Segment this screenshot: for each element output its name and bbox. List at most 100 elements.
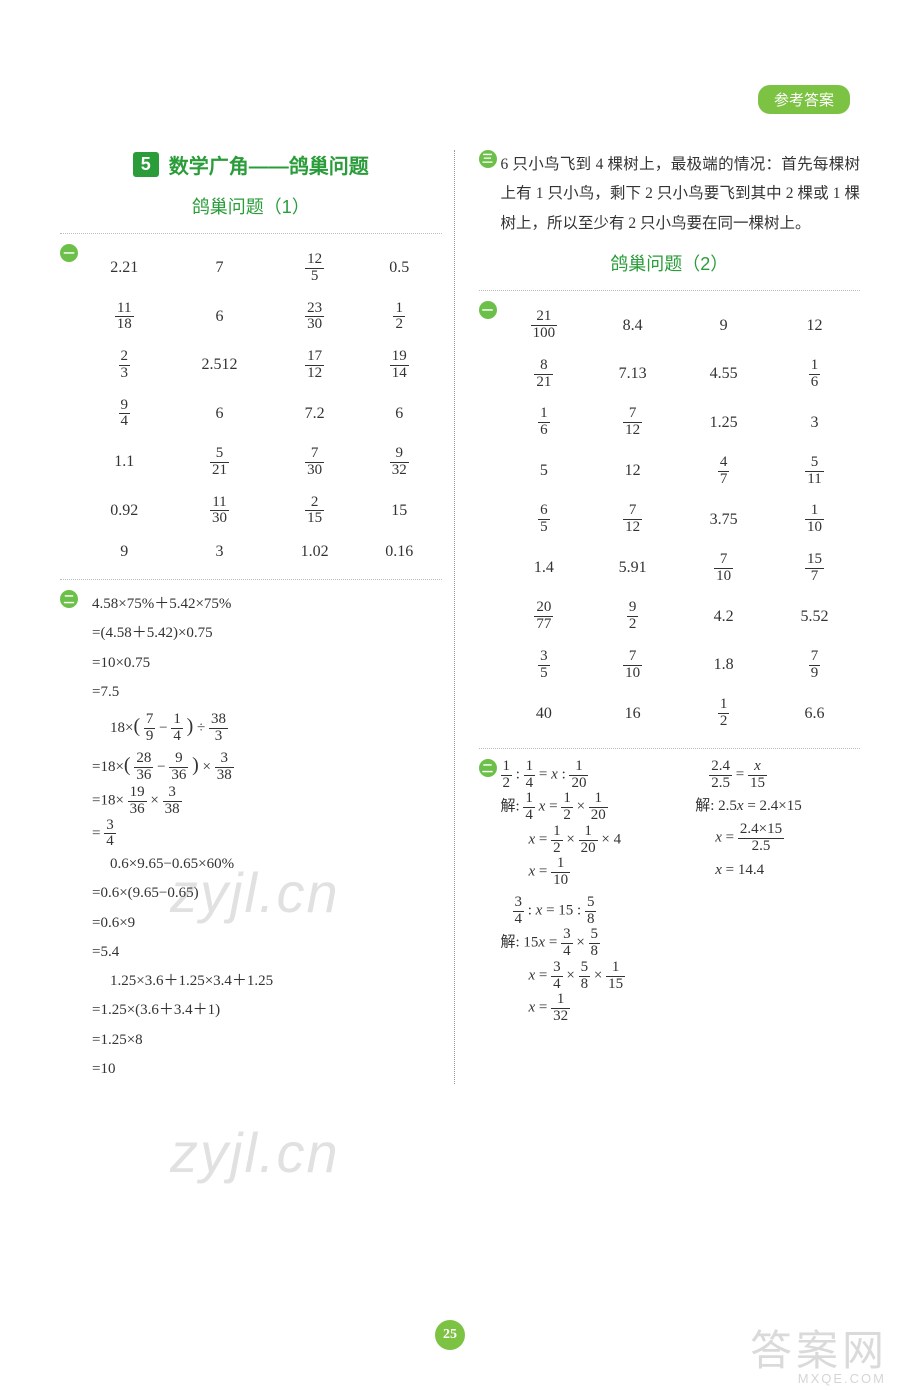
table-cell: 5.52 [769, 592, 860, 641]
math-line: =10×0.75 [92, 649, 273, 678]
math-line: x = 110 [501, 856, 666, 889]
table-cell: 3 [769, 398, 860, 447]
table-cell: 79 [769, 641, 860, 690]
bullet-icon: 二 [479, 759, 497, 777]
page: 参考答案 5 数学广角——鸽巢问题 鸽巢问题（1） 一 2.2171250.51… [0, 0, 900, 1390]
equation-col: 34 : x = 15 : 58 解: 15x = 34 × 58 x = 34… [501, 895, 861, 1025]
table-cell: 1.4 [501, 544, 588, 593]
table-cell: 6.6 [769, 689, 860, 738]
table-cell: 12 [678, 689, 769, 738]
math-line: =0.6×(9.65−0.65) [92, 879, 273, 908]
table-cell: 1118 [82, 293, 167, 342]
table-cell: 730 [272, 438, 357, 487]
table-cell: 6 [167, 293, 273, 342]
math-line: =7.5 [92, 678, 273, 707]
table-row: 4016126.6 [501, 689, 861, 738]
table-cell: 2077 [501, 592, 588, 641]
table-row: 1.1521730932 [82, 438, 442, 487]
table-cell: 8.4 [587, 301, 678, 350]
math-line: x = 132 [501, 992, 861, 1025]
table-cell: 1.1 [82, 438, 167, 487]
table-cell: 16 [769, 350, 860, 399]
table-cell: 12 [357, 293, 442, 342]
table-cell: 9 [82, 535, 167, 569]
left-column: 5 数学广角——鸽巢问题 鸽巢问题（1） 一 2.2171250.5111862… [60, 150, 455, 1084]
table-row: 211008.4912 [501, 301, 861, 350]
table-cell: 16 [501, 398, 588, 447]
answer-group-4: 二 12 : 14 = x : 120 解: 14 x = 12 × 120 x… [479, 759, 861, 1025]
table-row: 931.020.16 [82, 535, 442, 569]
answer-group-3: 一 211008.49128217.134.5516167121.2535124… [479, 301, 861, 738]
table-cell: 40 [501, 689, 588, 738]
table-cell: 2330 [272, 293, 357, 342]
table-row: 11186233012 [82, 293, 442, 342]
math-line: 2.42.5 = x15 [695, 759, 860, 792]
math-line: =0.6×9 [92, 909, 273, 938]
table-cell: 15 [357, 487, 442, 536]
two-column-layout: 5 数学广角——鸽巢问题 鸽巢问题（1） 一 2.2171250.5111862… [60, 150, 860, 1084]
table-cell: 4.55 [678, 350, 769, 399]
table-cell: 12 [587, 447, 678, 496]
table-cell: 125 [272, 244, 357, 293]
table-cell: 4.2 [678, 592, 769, 641]
math-line: =(4.58＋5.42)×0.75 [92, 619, 273, 648]
table-cell: 9 [678, 301, 769, 350]
math-line: 解: 14 x = 12 × 120 [501, 791, 666, 824]
calculation-steps: 4.58×75%＋5.42×75% =(4.58＋5.42)×0.75 =10×… [82, 590, 273, 1084]
math-line: =18×( 2836 − 936 ) × 338 [92, 746, 273, 785]
table-cell: 1.8 [678, 641, 769, 690]
table-cell: 1.25 [678, 398, 769, 447]
table-cell: 3.75 [678, 495, 769, 544]
table-cell: 65 [501, 495, 588, 544]
section-number-badge: 5 [133, 152, 159, 177]
table-cell: 6 [167, 390, 273, 439]
table-cell: 932 [357, 438, 442, 487]
table-cell: 47 [678, 447, 769, 496]
table-cell: 7.13 [587, 350, 678, 399]
math-line: x = 34 × 58 × 115 [501, 960, 861, 993]
answer-group-1: 一 2.2171250.511186233012232.512171219149… [60, 244, 442, 569]
table-cell: 511 [769, 447, 860, 496]
corner-watermark: 答案网 [750, 1317, 888, 1378]
separator [60, 579, 442, 580]
bullet-icon: 二 [60, 590, 78, 608]
table-cell: 521 [167, 438, 273, 487]
table-cell: 2.512 [167, 341, 273, 390]
math-line: x = 2.4×152.5 [695, 822, 860, 855]
table-cell: 712 [587, 398, 678, 447]
math-line: 1.25×3.6＋1.25×3.4＋1.25 [92, 967, 273, 996]
math-line: = 34 [92, 818, 273, 851]
table-cell: 5.91 [587, 544, 678, 593]
bullet-icon: 一 [479, 301, 497, 319]
table-cell: 5 [501, 447, 588, 496]
table-cell: 821 [501, 350, 588, 399]
equation-col: 2.42.5 = x15 解: 2.5x = 2.4×15 x = 2.4×15… [695, 759, 860, 889]
table-row: 0.92113021515 [82, 487, 442, 536]
bullet-icon: 三 [479, 150, 497, 168]
table-row: 2.2171250.5 [82, 244, 442, 293]
table-cell: 2.21 [82, 244, 167, 293]
table-row: 9467.26 [82, 390, 442, 439]
math-line: =10 [92, 1055, 273, 1084]
bullet-icon: 一 [60, 244, 78, 262]
subsection-title-1: 鸽巢问题（1） [60, 193, 442, 219]
math-line: 解: 15x = 34 × 58 [501, 927, 861, 960]
word-problem: 三 6 只小鸟飞到 4 棵树上，最极端的情况：首先每棵树上有 1 只小鸟，剩下 … [479, 150, 861, 238]
table-row: 2077924.25.52 [501, 592, 861, 641]
table-row: 657123.75110 [501, 495, 861, 544]
page-number: 25 [435, 1320, 465, 1350]
separator [479, 290, 861, 291]
section-header: 5 数学广角——鸽巢问题 [60, 150, 442, 179]
table-cell: 7 [167, 244, 273, 293]
table-cell: 16 [587, 689, 678, 738]
table-cell: 12 [769, 301, 860, 350]
table-cell: 6 [357, 390, 442, 439]
answer-table-1: 2.2171250.511186233012232.51217121914946… [82, 244, 442, 569]
table-cell: 21100 [501, 301, 588, 350]
math-line: 0.6×9.65−0.65×60% [92, 850, 273, 879]
math-line: =1.25×(3.6＋3.4＋1) [92, 996, 273, 1025]
table-row: 232.51217121914 [82, 341, 442, 390]
table-cell: 23 [82, 341, 167, 390]
table-cell: 1712 [272, 341, 357, 390]
table-cell: 0.92 [82, 487, 167, 536]
